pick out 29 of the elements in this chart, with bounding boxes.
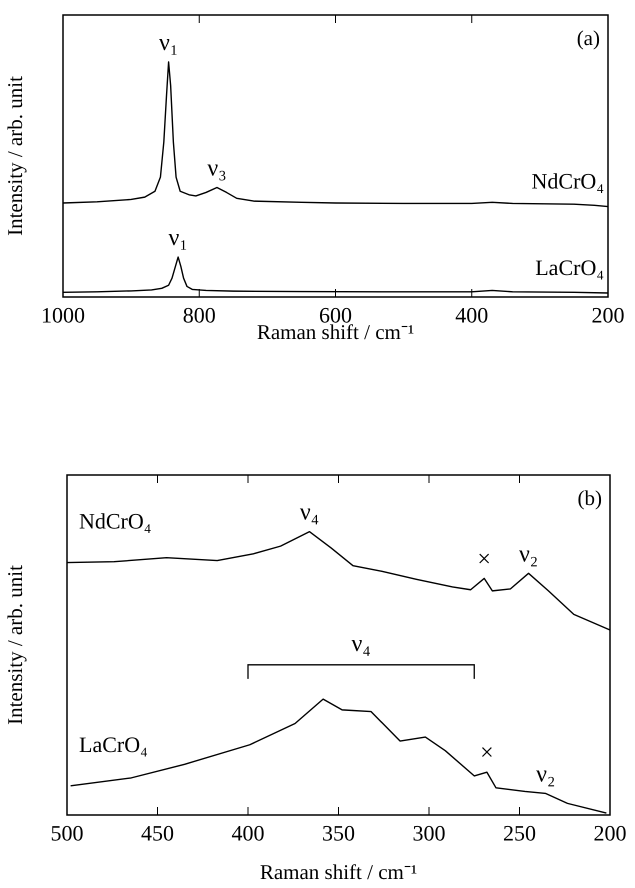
x-tick-label: 400 xyxy=(232,820,264,846)
series-label: LaCrO₄ xyxy=(535,255,604,280)
x-tick-label: 250 xyxy=(503,820,536,846)
annotation: ν₁ xyxy=(158,30,178,56)
y-axis-title: Intensity / arb. unit xyxy=(3,76,27,236)
annotation: × xyxy=(480,740,494,766)
annotation: ν₃ xyxy=(207,155,227,182)
series-label: NdCrO₄ xyxy=(532,168,604,194)
x-tick-label: 200 xyxy=(594,820,626,846)
x-axis-title: Raman shift / cm⁻¹ xyxy=(260,860,418,884)
series-label: LaCrO₄ xyxy=(79,732,148,757)
text: (b) xyxy=(578,486,602,510)
x-tick-label: 300 xyxy=(412,820,446,846)
text: (a) xyxy=(576,26,600,50)
annotation: ν₄ xyxy=(300,500,320,526)
x-tick-label: 450 xyxy=(141,820,174,846)
x-tick-label: 800 xyxy=(182,302,216,328)
x-tick-label: 500 xyxy=(50,820,84,846)
annotation: ν₂ xyxy=(518,541,538,568)
x-tick-label: 400 xyxy=(455,302,488,328)
x-tick-label: 200 xyxy=(592,302,624,328)
x-tick-label: 350 xyxy=(322,820,355,846)
annotation: ν₂ xyxy=(536,761,556,788)
annotation: ν₁ xyxy=(168,225,188,252)
annotation: ν₄ xyxy=(352,630,371,657)
x-tick-label: 1000 xyxy=(41,302,85,328)
annotation: × xyxy=(477,546,491,572)
legend-label: NdCrO₄ xyxy=(79,508,152,534)
y-axis-title: Intensity / arb. unit xyxy=(3,564,27,725)
